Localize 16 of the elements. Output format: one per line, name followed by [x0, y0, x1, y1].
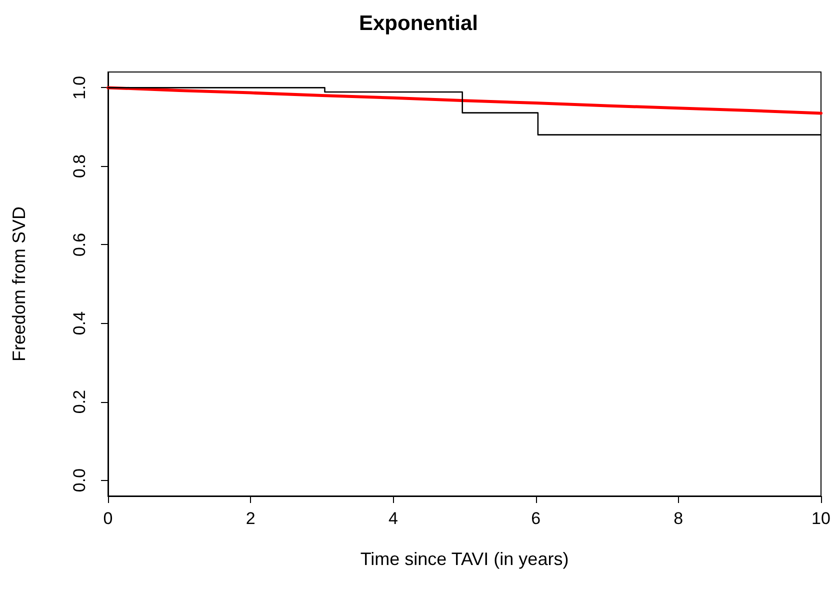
y-tick-label: 0.0 [70, 468, 89, 492]
chart-title: Exponential [358, 12, 478, 35]
y-axis-title: Freedom from SVD [9, 206, 29, 362]
x-tick-label: 6 [531, 509, 541, 528]
y-tick-label: 0.8 [70, 154, 89, 178]
x-tick-label: 4 [388, 509, 398, 528]
x-tick-label: 8 [674, 509, 684, 528]
y-tick-label: 0.2 [70, 390, 89, 414]
y-tick-label: 1.0 [70, 76, 89, 100]
y-tick-label: 0.4 [70, 311, 89, 336]
y-tick-label: 0.6 [70, 232, 89, 257]
line-series [106, 86, 822, 115]
x-axis-title: Time since TAVI (in years) [360, 549, 569, 569]
x-tick-label: 10 [812, 509, 830, 528]
x-tick-label: 2 [246, 509, 256, 528]
x-tick-label: 0 [103, 509, 113, 528]
